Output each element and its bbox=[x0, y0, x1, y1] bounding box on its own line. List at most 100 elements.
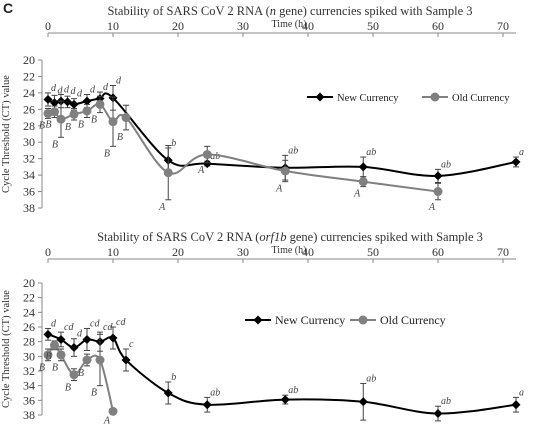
data-point bbox=[280, 166, 290, 176]
data-point bbox=[82, 334, 92, 344]
data-label: B bbox=[117, 132, 123, 143]
legend-item: Old Currency bbox=[422, 92, 510, 104]
data-point bbox=[433, 171, 443, 181]
chart-title-part: Stability of SARS CoV 2 RNA ( bbox=[107, 4, 269, 18]
legend-label: New Currency bbox=[337, 93, 399, 104]
data-label: A bbox=[197, 165, 205, 176]
data-label: B bbox=[52, 363, 58, 374]
y-tick-label: 36 bbox=[23, 393, 35, 407]
data-point bbox=[56, 334, 66, 344]
data-label: B bbox=[65, 122, 71, 133]
data-point bbox=[121, 355, 131, 365]
data-point bbox=[108, 117, 118, 127]
legend-item: New Currency bbox=[245, 313, 345, 327]
x-tick-label: 10 bbox=[107, 245, 119, 259]
data-point bbox=[358, 177, 368, 187]
data-label: d bbox=[51, 318, 57, 329]
data-label: B bbox=[78, 120, 84, 131]
data-point bbox=[82, 355, 92, 365]
data-point bbox=[280, 395, 290, 405]
data-label: A bbox=[428, 202, 436, 213]
data-label: ab bbox=[210, 387, 220, 398]
x-tick-label: 30 bbox=[237, 245, 249, 259]
data-label: ab bbox=[288, 145, 298, 156]
data-label: d bbox=[90, 85, 96, 96]
data-label: B bbox=[39, 120, 45, 131]
x-tick-label: 20 bbox=[172, 19, 184, 33]
data-point bbox=[511, 400, 521, 410]
legend-item: Old Currency bbox=[350, 313, 446, 327]
data-label: B bbox=[65, 383, 71, 394]
data-point bbox=[69, 343, 79, 353]
data-label: A bbox=[275, 184, 283, 195]
chart-title-part: Stability of SARS CoV 2 RNA ( bbox=[97, 230, 259, 244]
data-label: cd bbox=[116, 317, 126, 328]
x-tick-label: 70 bbox=[497, 19, 509, 33]
data-label: B bbox=[45, 352, 51, 363]
data-label: A bbox=[158, 202, 166, 213]
x-axis-title: Time (h) bbox=[272, 19, 307, 30]
legend-label: Old Currency bbox=[452, 93, 510, 104]
y-tick-label: 32 bbox=[23, 364, 35, 378]
data-label: d bbox=[77, 329, 83, 340]
x-tick-label: 60 bbox=[432, 19, 444, 33]
legend: New Currency Old Currency bbox=[307, 92, 510, 104]
x-tick-label: 50 bbox=[367, 19, 379, 33]
data-label: d bbox=[103, 82, 109, 93]
data-point bbox=[56, 114, 66, 124]
data-label: c bbox=[129, 339, 134, 350]
legend-marker bbox=[253, 315, 263, 325]
data-label: ab bbox=[210, 151, 220, 162]
data-point bbox=[163, 388, 173, 398]
legend: New Currency Old Currency bbox=[245, 313, 446, 327]
data-label: ab bbox=[366, 147, 376, 158]
data-label: d bbox=[58, 85, 64, 96]
data-point bbox=[108, 333, 118, 343]
data-label: B bbox=[91, 115, 97, 126]
x-tick-label: 0 bbox=[45, 245, 51, 259]
chart-orf1b-gene: Stability of SARS CoV 2 RNA (orf1b gene)… bbox=[1, 230, 524, 427]
chart-title-part: orf1b bbox=[259, 230, 286, 244]
data-label: A bbox=[353, 189, 361, 200]
y-tick-label: 22 bbox=[23, 291, 35, 305]
data-point bbox=[50, 107, 59, 117]
data-label: b bbox=[171, 372, 176, 383]
data-label: d bbox=[64, 85, 70, 96]
y-tick-label: 30 bbox=[23, 349, 35, 363]
y-tick-label: 24 bbox=[23, 305, 35, 319]
chart-n-gene: Stability of SARS CoV 2 RNA (n gene) cur… bbox=[1, 4, 524, 215]
legend-label: Old Currency bbox=[380, 313, 446, 327]
data-label: d bbox=[51, 83, 57, 94]
x-axis-title: Time (h) bbox=[272, 245, 307, 256]
chart-title-part: n bbox=[270, 4, 276, 18]
data-point bbox=[56, 350, 66, 360]
data-label: ab bbox=[441, 396, 451, 407]
data-point bbox=[358, 397, 368, 407]
x-tick-label: 60 bbox=[432, 245, 444, 259]
data-point bbox=[433, 409, 443, 419]
data-point bbox=[202, 150, 212, 160]
data-point bbox=[50, 340, 59, 350]
y-tick-label: 34 bbox=[23, 379, 35, 393]
data-point bbox=[82, 96, 92, 106]
panel-label: C bbox=[3, 0, 14, 16]
legend-item: New Currency bbox=[307, 92, 399, 104]
data-point bbox=[69, 370, 79, 380]
data-point bbox=[50, 98, 59, 108]
data-label: d bbox=[116, 75, 122, 86]
legend-label: New Currency bbox=[275, 313, 345, 327]
data-point bbox=[43, 350, 53, 360]
data-label: B bbox=[78, 368, 84, 379]
y-tick-label: 22 bbox=[23, 69, 35, 83]
data-point bbox=[82, 106, 92, 116]
y-tick-label: 28 bbox=[23, 119, 35, 133]
y-tick-label: 26 bbox=[23, 320, 35, 334]
data-point bbox=[202, 159, 212, 169]
y-tick-label: 32 bbox=[23, 152, 35, 166]
legend-marker bbox=[430, 92, 440, 102]
y-tick-label: 30 bbox=[23, 135, 35, 149]
data-label: B bbox=[39, 363, 45, 374]
